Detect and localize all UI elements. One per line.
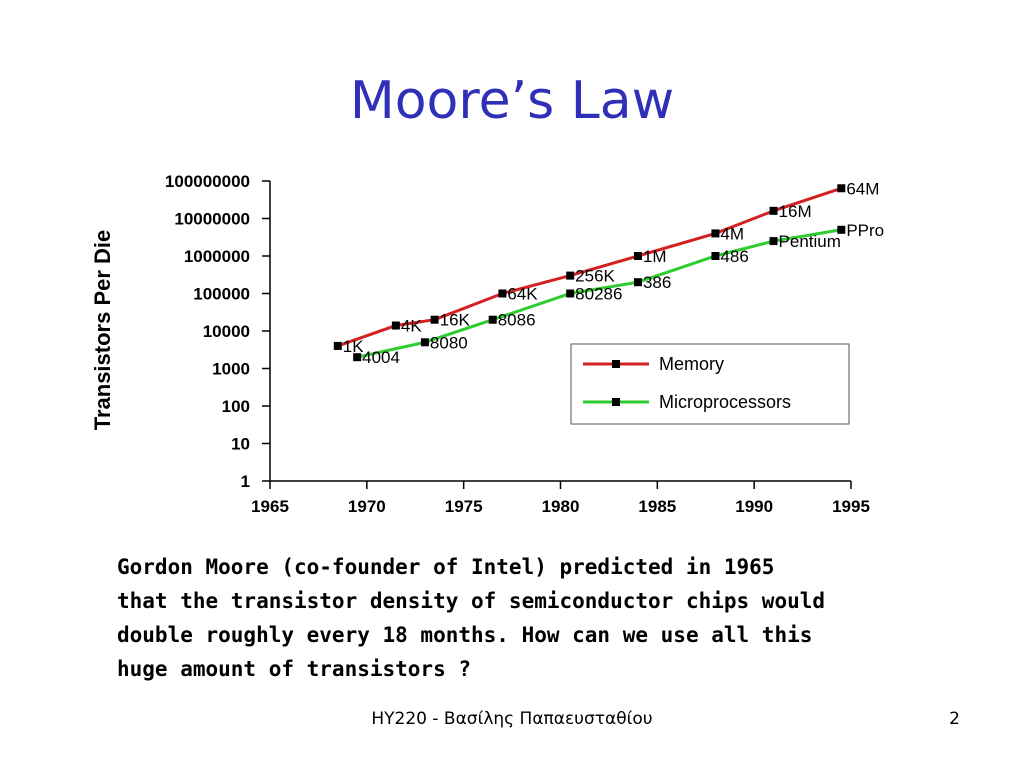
y-tick-label: 1000000: [184, 247, 250, 266]
x-tick-label: 1980: [542, 497, 580, 516]
point-label: 4004: [362, 348, 400, 367]
y-tick-label: 1000: [212, 360, 250, 379]
point-label: 386: [643, 273, 671, 292]
paragraph-line: Gordon Moore (co-founder of Intel) predi…: [117, 555, 774, 579]
data-point: [769, 237, 778, 246]
data-point: [711, 252, 720, 260]
x-tick-label: 1975: [445, 497, 483, 516]
point-label: 486: [720, 247, 748, 266]
point-label: PPro: [846, 221, 884, 240]
data-point: [488, 315, 497, 324]
point-label: 16K: [440, 311, 471, 330]
point-label: 1K: [343, 337, 364, 356]
paragraph-line: huge amount of transistors ?: [117, 657, 471, 681]
point-label: 1M: [643, 247, 667, 266]
y-axis-label: Transistors Per Die: [90, 230, 115, 431]
legend-marker: [612, 398, 620, 406]
y-tick-label: 100000: [193, 285, 250, 304]
point-label: 16M: [779, 202, 812, 221]
footer: HY220 - Βασίλης Παπαευσταθίου: [371, 709, 652, 729]
x-tick-label: 1970: [348, 497, 386, 516]
data-point: [498, 289, 507, 298]
data-point: [769, 206, 778, 215]
point-label: 256K: [575, 267, 615, 286]
data-point: [333, 341, 342, 350]
data-point: [837, 225, 846, 234]
y-tick-label: 10000000: [174, 210, 250, 229]
data-point: [633, 252, 642, 260]
point-label: 80286: [575, 285, 622, 304]
point-label: 8086: [498, 311, 536, 330]
series-line: [356, 228, 842, 359]
point-label: 8080: [430, 333, 468, 352]
data-point: [566, 289, 575, 298]
data-point: [566, 271, 575, 280]
point-label: 64K: [507, 285, 538, 304]
data-point: [391, 321, 400, 330]
paragraph-line: that the transistor density of semicondu…: [117, 589, 825, 613]
x-tick-label: 1985: [638, 497, 676, 516]
data-point: [353, 353, 362, 362]
x-tick-label: 1995: [832, 497, 870, 516]
y-tick-label: 1: [241, 472, 250, 491]
data-point: [711, 229, 720, 238]
point-label: 64M: [846, 179, 879, 198]
data-point: [430, 315, 439, 324]
chart: 1 10 100 1000 10000 100000 1000000 10000000 1000…: [165, 172, 884, 516]
x-tick-label: 1990: [735, 497, 773, 516]
slide-title: Moore’s Law: [350, 71, 674, 131]
point-label: 4M: [720, 224, 744, 243]
page-number: 2: [949, 709, 960, 729]
data-point: [633, 278, 642, 287]
paragraph-line: double roughly every 18 months. How can …: [117, 623, 812, 647]
y-tick-label: 10000: [203, 322, 250, 341]
y-tick-label: 100000000: [165, 172, 250, 191]
legend-marker: [612, 360, 620, 368]
y-tick-label: 100: [222, 397, 250, 416]
legend-box: [570, 343, 850, 425]
legend-label: Memory: [659, 354, 724, 374]
point-label: 4K: [401, 317, 422, 336]
y-tick-label: 10: [231, 435, 250, 454]
data-point: [837, 184, 846, 193]
x-tick-label: 1965: [251, 497, 289, 516]
data-point: [420, 338, 429, 347]
legend-label: Microprocessors: [659, 392, 791, 412]
point-label: Pentium: [779, 232, 841, 251]
